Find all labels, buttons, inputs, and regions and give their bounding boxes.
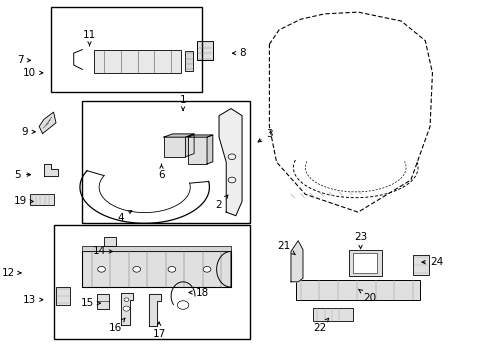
- Bar: [312, 307, 353, 321]
- Polygon shape: [44, 164, 58, 176]
- Polygon shape: [39, 112, 56, 134]
- Bar: [82, 251, 230, 287]
- Circle shape: [133, 266, 140, 272]
- Text: 7: 7: [17, 55, 30, 65]
- Bar: [51, 7, 202, 93]
- Text: 11: 11: [83, 30, 96, 46]
- Bar: [30, 194, 54, 205]
- Bar: [348, 249, 381, 276]
- Text: 20: 20: [358, 289, 376, 303]
- Circle shape: [123, 306, 130, 311]
- Circle shape: [168, 266, 175, 272]
- Bar: [82, 102, 250, 223]
- Bar: [104, 237, 116, 246]
- Bar: [56, 287, 70, 305]
- Bar: [184, 51, 193, 71]
- Circle shape: [203, 266, 210, 272]
- Text: 8: 8: [232, 48, 246, 58]
- Polygon shape: [121, 293, 132, 325]
- Text: 22: 22: [312, 318, 328, 333]
- Bar: [94, 50, 180, 73]
- Bar: [197, 41, 212, 60]
- Bar: [187, 137, 206, 164]
- Text: 24: 24: [421, 257, 443, 267]
- Text: 21: 21: [277, 241, 295, 255]
- Text: 1: 1: [180, 95, 186, 111]
- Text: 5: 5: [14, 170, 30, 180]
- Text: 6: 6: [158, 164, 164, 180]
- Bar: [54, 225, 250, 339]
- Bar: [412, 255, 428, 275]
- Bar: [82, 246, 230, 251]
- Text: 19: 19: [13, 197, 33, 206]
- Polygon shape: [163, 134, 194, 137]
- Text: 17: 17: [152, 322, 165, 339]
- Text: 2: 2: [215, 195, 227, 210]
- Text: 23: 23: [353, 232, 366, 249]
- Polygon shape: [206, 135, 212, 164]
- Bar: [163, 137, 185, 157]
- Text: 18: 18: [188, 288, 208, 297]
- Text: 13: 13: [23, 295, 43, 305]
- Polygon shape: [185, 134, 194, 157]
- Text: 9: 9: [21, 127, 35, 137]
- Polygon shape: [149, 294, 161, 327]
- Polygon shape: [290, 241, 303, 282]
- Text: 10: 10: [23, 68, 43, 78]
- Polygon shape: [219, 109, 242, 216]
- Circle shape: [124, 298, 129, 301]
- Text: 3: 3: [258, 129, 272, 142]
- Circle shape: [98, 266, 105, 272]
- Bar: [97, 294, 108, 309]
- Text: 14: 14: [92, 247, 112, 256]
- Bar: [295, 280, 420, 300]
- Polygon shape: [187, 135, 212, 137]
- Text: 12: 12: [1, 268, 21, 278]
- Text: 15: 15: [81, 298, 100, 308]
- Bar: [353, 253, 377, 273]
- Text: 16: 16: [109, 318, 125, 333]
- Text: 4: 4: [117, 211, 132, 222]
